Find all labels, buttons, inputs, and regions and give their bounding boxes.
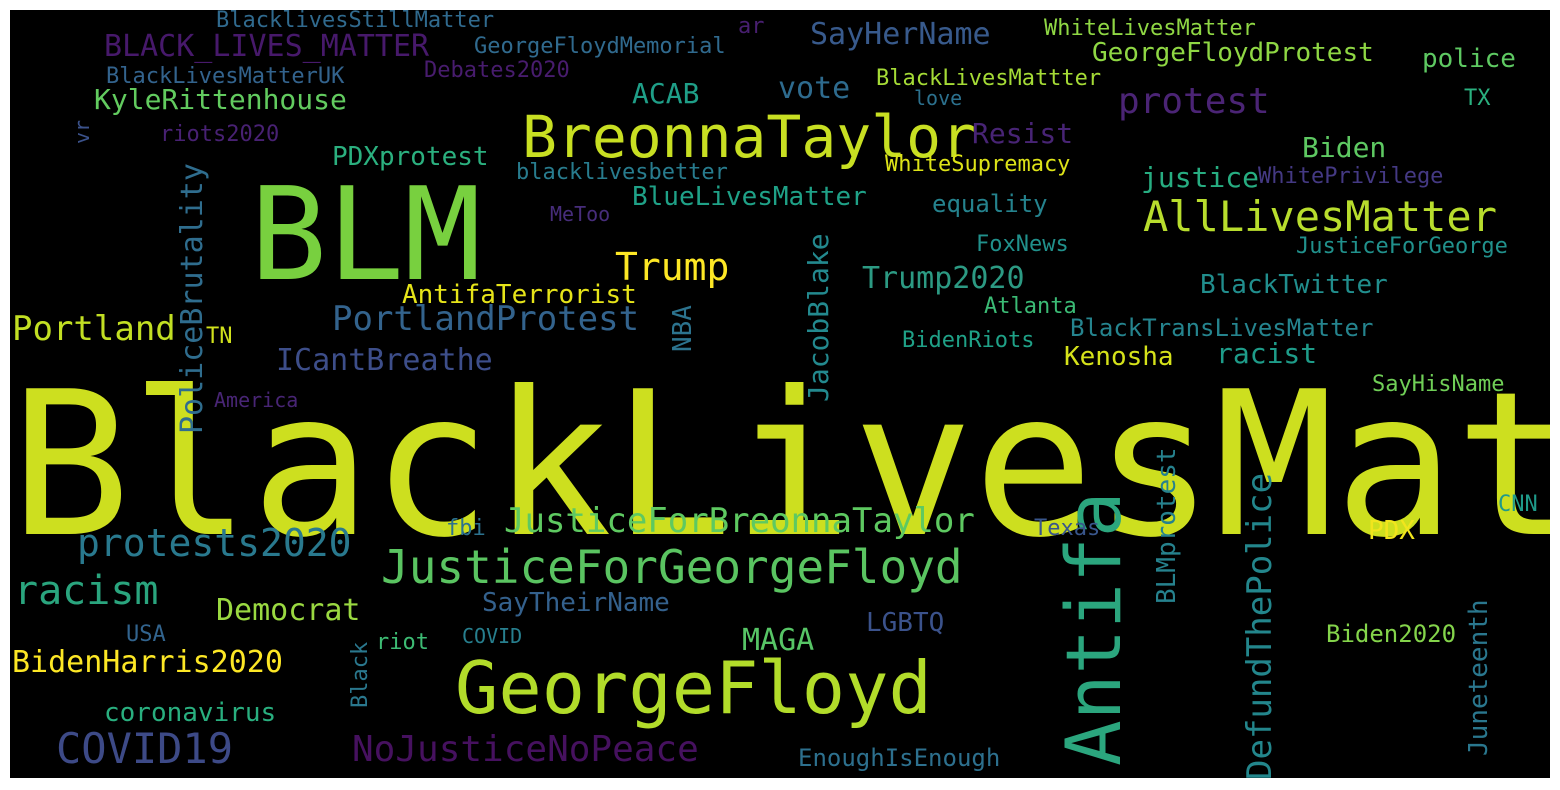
word-equality: equality: [932, 190, 1048, 218]
word-blm: BLM: [250, 161, 482, 310]
word-debates2020: Debates2020: [424, 58, 570, 83]
word-blacklivesbetter: blacklivesbetter: [516, 160, 728, 185]
word-cloud: BlackLivesMatter BLM GeorgeFloyd Breonna…: [10, 10, 1550, 778]
word-covid19: COVID19: [56, 724, 234, 773]
word-nojusticenopeace: NoJusticeNoPeace: [352, 729, 699, 770]
word-alllivesmatter: AllLivesMatter: [1143, 192, 1498, 241]
word-bidenharris2020: BidenHarris2020: [12, 645, 283, 680]
word-blacktwitter: BlackTwitter: [1200, 270, 1388, 300]
word-resist: Resist: [972, 117, 1074, 150]
word-blacklivesmatter: BlackLivesMatter: [10, 349, 1550, 582]
word-foxnews: FoxNews: [976, 232, 1069, 257]
word-blacktranslivesmatter: BlackTransLivesMatter: [1070, 314, 1374, 342]
word-justiceforgeorge: JusticeForGeorge: [1296, 234, 1508, 259]
word-saytheirname: SayTheirName: [482, 588, 670, 618]
word-blmprotest: BLMprotest: [1152, 447, 1182, 604]
word-pdx: PDX: [1368, 516, 1415, 546]
word-protests2020: protests2020: [77, 521, 352, 565]
word-trump2020: Trump2020: [862, 261, 1025, 296]
word-kenosha: Kenosha: [1064, 342, 1174, 372]
word-biden: Biden: [1302, 131, 1387, 164]
word-vr: vr: [70, 119, 94, 144]
word-juneteenth: Juneteenth: [1464, 599, 1494, 756]
word-metoo: MeToo: [550, 202, 611, 226]
word-icantbreathe: ICantBreathe: [276, 343, 493, 378]
word-usa: USA: [126, 622, 166, 647]
word-covid: COVID: [462, 624, 523, 648]
word-ar: ar: [738, 14, 765, 39]
word-black_lives_matter: BLACK_LIVES_MATTER: [104, 29, 430, 64]
word-whitelivesmatter: WhiteLivesMatter: [1044, 16, 1256, 41]
word-justiceforbreonnataylor: JusticeForBreonnaTaylor: [504, 501, 975, 541]
word-coronavirus: coronavirus: [104, 698, 277, 728]
word-love: love: [914, 86, 963, 110]
word-vote: vote: [778, 71, 851, 106]
word-racism: racism: [14, 568, 159, 614]
word-tx: TX: [1464, 86, 1491, 111]
word-democrat: Democrat: [216, 593, 361, 628]
word-police: police: [1422, 44, 1516, 74]
word-trump: Trump: [615, 245, 730, 289]
word-defundthepolice: DefundThePolice: [1240, 472, 1280, 778]
word-black: Black: [348, 641, 373, 708]
word-texas: Texas: [1034, 516, 1101, 541]
word-justice: justice: [1141, 161, 1260, 194]
word-fbi: fbi: [446, 516, 486, 541]
word-breonnataylor: BreonnaTaylor: [522, 103, 976, 171]
word-tn: TN: [206, 324, 233, 349]
word-pdxprotest: PDXprotest: [332, 142, 489, 172]
word-cnn: CNN: [1498, 492, 1538, 517]
word-justiceforgeorgefloyd: JusticeForGeorgeFloyd: [381, 540, 963, 594]
word-antifaterrorist: AntifaTerrorist: [402, 280, 637, 310]
word-policebrutality: PoliceBrutality: [175, 163, 210, 434]
word-blacklivesmattter: BlackLivesMattter: [876, 66, 1102, 91]
word-riot: riot: [376, 630, 429, 655]
word-georgefloydmemorial: GeorgeFloydMemorial: [474, 34, 726, 59]
word-biden2020: Biden2020: [1326, 620, 1457, 648]
word-america: America: [214, 388, 299, 412]
word-portlandprotest: PortlandProtest: [332, 299, 640, 339]
word-blacklivesstillmatter: BlacklivesStillMatter: [216, 10, 495, 33]
word-protest: protest: [1118, 81, 1270, 122]
word-georgefloydprotest: GeorgeFloydProtest: [1092, 38, 1374, 68]
word-maga: MAGA: [742, 623, 815, 658]
word-atlanta: Atlanta: [984, 294, 1077, 319]
word-sayhername: SayHerName: [810, 17, 991, 52]
word-bidenriots: BidenRiots: [902, 328, 1035, 353]
word-whitesupremacy: WhiteSupremacy: [885, 152, 1071, 177]
word-bluelivesmatter: BlueLivesMatter: [632, 182, 867, 212]
word-whiteprivilege: WhitePrivilege: [1258, 164, 1444, 189]
word-georgefloyd: GeorgeFloyd: [455, 646, 932, 730]
word-nba: NBA: [668, 305, 698, 352]
word-jacobblake: JacobBlake: [802, 233, 835, 402]
word-sayhisname: SayHisName: [1372, 372, 1505, 397]
word-portland: Portland: [12, 309, 176, 349]
word-riots2020: riots2020: [160, 122, 280, 147]
word-kylerittenhouse: KyleRittenhouse: [94, 83, 347, 116]
word-acab: ACAB: [632, 77, 700, 110]
word-blacklivesmatteruk: BlackLivesMatterUK: [106, 64, 345, 89]
word-enoughisenough: EnoughIsEnough: [798, 744, 1001, 772]
word-racist: racist: [1216, 337, 1318, 370]
word-lgbtq: LGBTQ: [866, 608, 945, 638]
